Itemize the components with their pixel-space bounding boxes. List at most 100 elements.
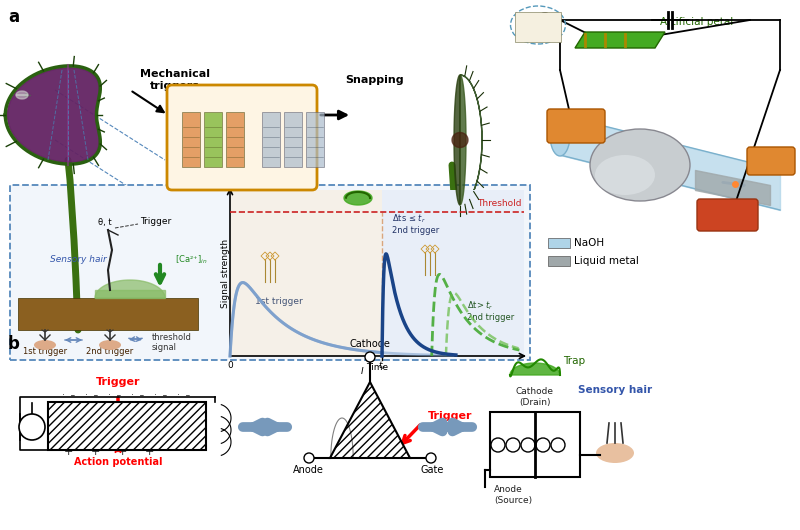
Text: Trigger: Trigger xyxy=(140,217,171,226)
Polygon shape xyxy=(7,68,99,162)
Bar xyxy=(306,112,324,167)
Bar xyxy=(490,412,580,477)
Text: NaOH: NaOH xyxy=(574,238,604,248)
Text: Signal strength: Signal strength xyxy=(221,238,230,307)
Text: +: + xyxy=(58,320,69,330)
Text: ·  –: · – xyxy=(85,391,98,400)
Bar xyxy=(548,238,570,248)
Ellipse shape xyxy=(595,155,655,195)
Text: ·  –: · – xyxy=(131,391,144,400)
Ellipse shape xyxy=(34,340,56,350)
Circle shape xyxy=(365,352,375,362)
Text: ▣: ▣ xyxy=(531,21,545,35)
Text: +: + xyxy=(86,320,97,330)
FancyBboxPatch shape xyxy=(747,147,795,175)
Text: Time: Time xyxy=(366,364,388,373)
Text: ·  –: · – xyxy=(154,391,167,400)
Text: +: + xyxy=(114,320,125,330)
Circle shape xyxy=(551,438,565,452)
Text: Liquid metal: Liquid metal xyxy=(574,256,639,266)
Polygon shape xyxy=(510,363,560,375)
Circle shape xyxy=(521,438,535,452)
Text: 0: 0 xyxy=(227,361,233,370)
Text: θ, t: θ, t xyxy=(98,217,112,226)
Polygon shape xyxy=(454,75,460,205)
Circle shape xyxy=(426,453,436,463)
Circle shape xyxy=(506,438,520,452)
Text: Δts ≤ $t_r$
2nd trigger: Δts ≤ $t_r$ 2nd trigger xyxy=(392,213,439,235)
Polygon shape xyxy=(95,290,165,298)
Bar xyxy=(230,190,382,356)
Text: Gate: Gate xyxy=(758,156,784,166)
Text: Action potential: Action potential xyxy=(67,312,149,321)
Text: Action potential: Action potential xyxy=(74,457,162,467)
Polygon shape xyxy=(16,95,28,99)
Text: Mechanical
triggers: Mechanical triggers xyxy=(140,69,210,91)
Ellipse shape xyxy=(99,340,121,350)
Text: $t_r$: $t_r$ xyxy=(378,360,386,372)
Bar xyxy=(226,112,244,167)
Text: Source
Anode: Source Anode xyxy=(560,117,592,137)
Text: b: b xyxy=(8,335,20,353)
FancyBboxPatch shape xyxy=(10,185,530,360)
Text: I: I xyxy=(361,367,363,376)
Ellipse shape xyxy=(590,129,690,201)
Text: Threshold: Threshold xyxy=(478,199,522,208)
Text: +: + xyxy=(144,447,154,457)
Polygon shape xyxy=(7,68,99,162)
Text: +: + xyxy=(63,447,73,457)
Text: Over
threshold
signal: Over threshold signal xyxy=(152,322,192,352)
Text: ·  –: · – xyxy=(177,391,190,400)
Text: Gate: Gate xyxy=(605,450,628,460)
Polygon shape xyxy=(460,75,482,205)
Text: Sensory hair: Sensory hair xyxy=(50,255,106,264)
Circle shape xyxy=(19,414,45,440)
Text: Gate: Gate xyxy=(420,465,444,475)
Text: Snapping: Snapping xyxy=(346,75,404,85)
Polygon shape xyxy=(330,382,410,458)
Text: +: + xyxy=(142,320,153,330)
Text: Δt> $t_r$
2nd trigger: Δt> $t_r$ 2nd trigger xyxy=(467,299,514,322)
FancyBboxPatch shape xyxy=(697,199,758,231)
Text: c: c xyxy=(538,8,548,26)
Text: Trigger: Trigger xyxy=(96,377,140,387)
Text: Cathode
(Drain): Cathode (Drain) xyxy=(516,387,554,407)
Text: Cathode
Drain: Cathode Drain xyxy=(707,205,746,225)
Text: ·  –: · – xyxy=(108,391,121,400)
Bar xyxy=(48,402,206,450)
Text: Turgor
pressure: Turgor pressure xyxy=(219,87,265,109)
Polygon shape xyxy=(344,191,372,205)
Text: 2nd trigger: 2nd trigger xyxy=(86,348,134,357)
Ellipse shape xyxy=(596,443,634,463)
Text: a: a xyxy=(8,8,19,26)
Text: [Ca²⁺]$_{in}$: [Ca²⁺]$_{in}$ xyxy=(175,254,207,266)
Polygon shape xyxy=(16,91,28,95)
Polygon shape xyxy=(95,280,165,298)
Bar xyxy=(262,112,280,167)
Text: +: + xyxy=(118,447,126,457)
Bar xyxy=(18,298,198,330)
Circle shape xyxy=(304,453,314,463)
Bar xyxy=(548,256,570,266)
Bar xyxy=(515,12,561,42)
FancyBboxPatch shape xyxy=(167,85,317,190)
Polygon shape xyxy=(575,32,665,48)
Text: Anode: Anode xyxy=(293,465,323,475)
Text: ●: ● xyxy=(24,93,28,98)
Ellipse shape xyxy=(550,114,570,156)
Bar xyxy=(204,112,222,167)
Text: +: + xyxy=(90,447,100,457)
Text: 1st trigger: 1st trigger xyxy=(23,348,67,357)
Polygon shape xyxy=(452,132,468,147)
Text: Trigger: Trigger xyxy=(428,411,473,421)
Text: Anode
(Source): Anode (Source) xyxy=(494,485,532,505)
Text: Trap: Trap xyxy=(563,356,585,366)
Text: Sensory hair: Sensory hair xyxy=(578,385,652,395)
Bar xyxy=(284,112,302,167)
Polygon shape xyxy=(460,75,466,205)
FancyBboxPatch shape xyxy=(547,109,605,143)
Bar xyxy=(382,190,524,356)
Text: ⊗: ⊗ xyxy=(27,422,37,432)
Circle shape xyxy=(536,438,550,452)
Text: +: + xyxy=(30,320,41,330)
